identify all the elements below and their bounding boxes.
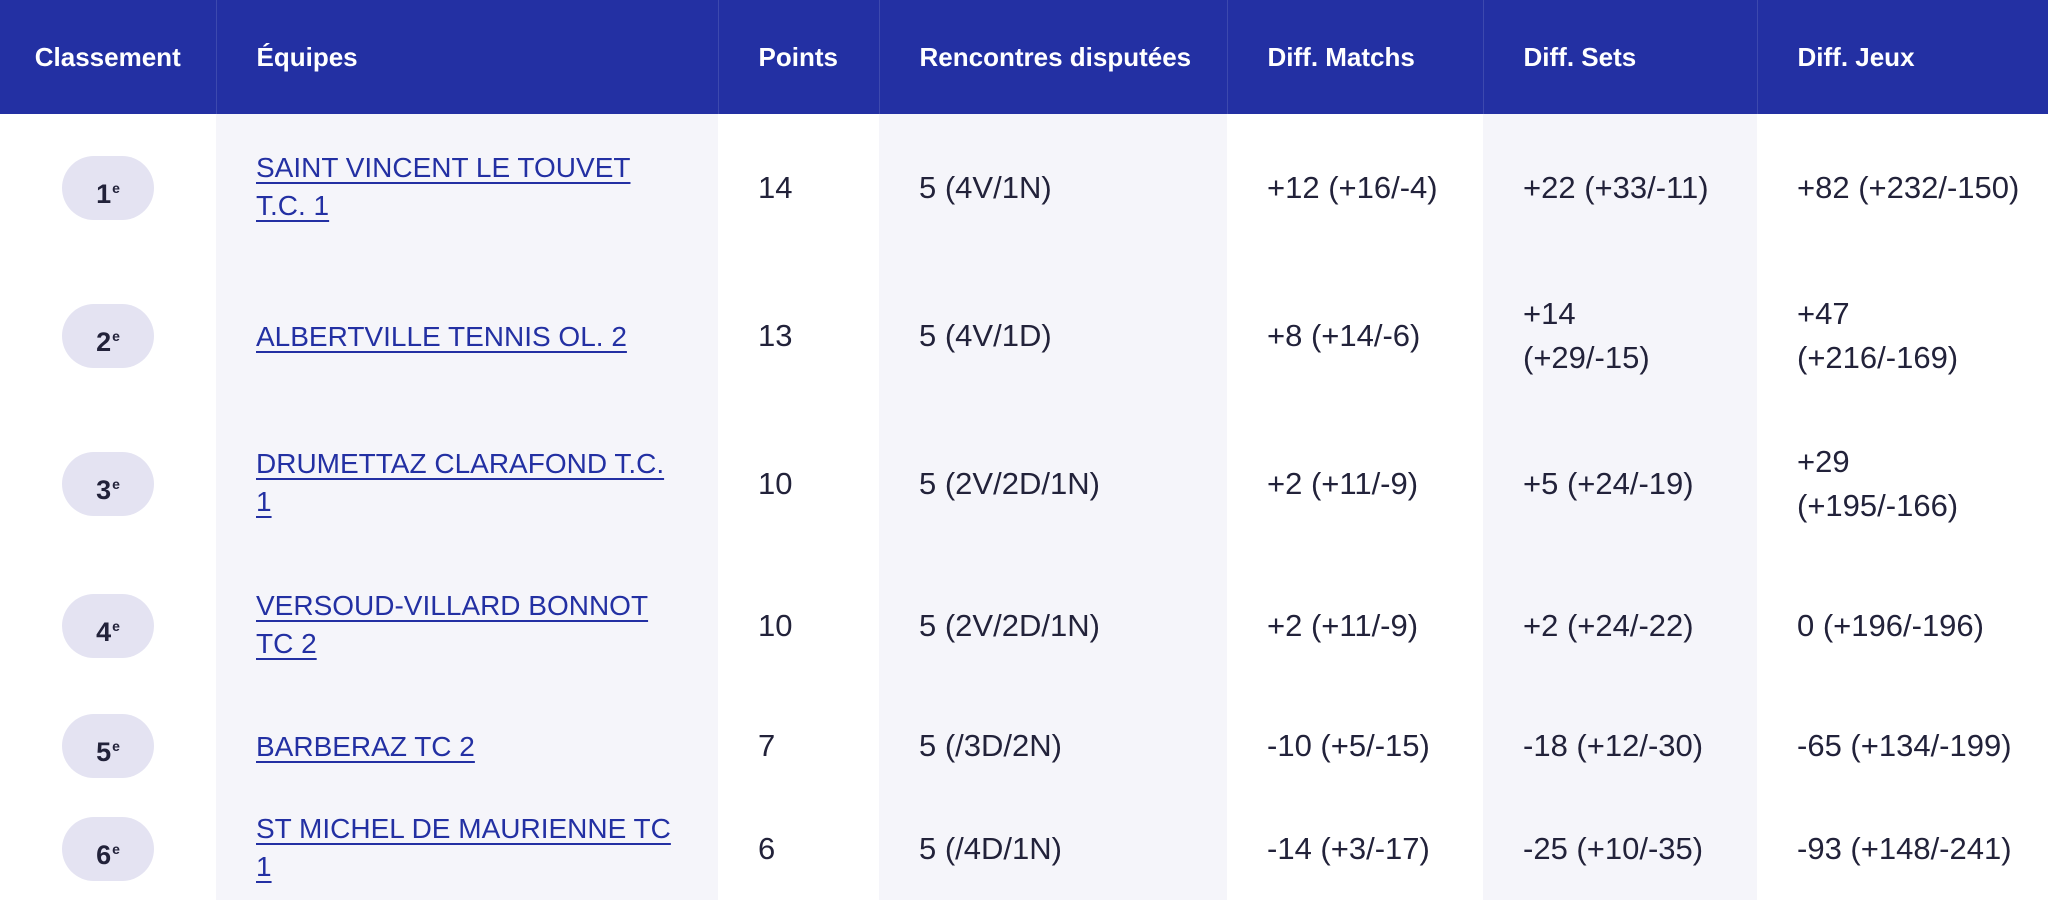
rank-cell: 3e xyxy=(0,410,216,558)
table-row: 3e DRUMETTAZ CLARAFOND T.C. 1 10 5 (2V/2… xyxy=(0,410,2048,558)
sets-diff-cell: -18 (+12/-30) xyxy=(1483,694,1757,798)
rank-cell: 2e xyxy=(0,262,216,410)
sets-diff-cell: +22 (+33/-11) xyxy=(1483,114,1757,262)
table-row: 5e BARBERAZ TC 2 7 5 (/3D/2N) -10 (+5/-1… xyxy=(0,694,2048,798)
games-diff-cell: +82 (+232/-150) xyxy=(1757,114,2048,262)
team-link[interactable]: DRUMETTAZ CLARAFOND T.C. 1 xyxy=(256,448,665,517)
table-header-row: Classement Équipes Points Rencontres dis… xyxy=(0,0,2048,114)
header-played: Rencontres disputées xyxy=(879,0,1228,114)
games-diff-cell: +47 (+216/-169) xyxy=(1757,262,2048,410)
matches-diff-cell: +2 (+11/-9) xyxy=(1227,558,1483,694)
rank-cell: 5e xyxy=(0,694,216,798)
header-sets-diff: Diff. Sets xyxy=(1483,0,1758,114)
games-diff-cell: 0 (+196/-196) xyxy=(1757,558,2048,694)
team-cell: ST MICHEL DE MAURIENNE TC 1 xyxy=(216,798,718,900)
header-rank: Classement xyxy=(0,0,217,114)
rank-badge: 3e xyxy=(62,452,154,516)
points-cell: 14 xyxy=(718,114,879,262)
table-row: 2e ALBERTVILLE TENNIS OL. 2 13 5 (4V/1D)… xyxy=(0,262,2048,410)
header-points: Points xyxy=(718,0,880,114)
team-cell: VERSOUD-VILLARD BONNOT TC 2 xyxy=(216,558,718,694)
header-team: Équipes xyxy=(216,0,719,114)
played-cell: 5 (2V/2D/1N) xyxy=(879,558,1227,694)
points-cell: 6 xyxy=(718,798,879,900)
played-cell: 5 (4V/1D) xyxy=(879,262,1227,410)
team-cell: ALBERTVILLE TENNIS OL. 2 xyxy=(216,262,718,410)
header-matches-diff: Diff. Matchs xyxy=(1227,0,1484,114)
rank-badge: 6e xyxy=(62,817,154,881)
games-diff-cell: -65 (+134/-199) xyxy=(1757,694,2048,798)
rank-badge: 5e xyxy=(62,714,154,778)
team-cell: SAINT VINCENT LE TOUVET T.C. 1 xyxy=(216,114,718,262)
team-link[interactable]: BARBERAZ TC 2 xyxy=(256,731,475,762)
team-link[interactable]: ST MICHEL DE MAURIENNE TC 1 xyxy=(256,813,671,882)
team-link[interactable]: VERSOUD-VILLARD BONNOT TC 2 xyxy=(256,590,649,659)
rank-cell: 1e xyxy=(0,114,216,262)
points-cell: 7 xyxy=(718,694,879,798)
team-cell: DRUMETTAZ CLARAFOND T.C. 1 xyxy=(216,410,718,558)
matches-diff-cell: +12 (+16/-4) xyxy=(1227,114,1483,262)
table-row: 1e SAINT VINCENT LE TOUVET T.C. 1 14 5 (… xyxy=(0,114,2048,262)
matches-diff-cell: -10 (+5/-15) xyxy=(1227,694,1483,798)
sets-diff-cell: +14 (+29/-15) xyxy=(1483,262,1757,410)
matches-diff-cell: -14 (+3/-17) xyxy=(1227,798,1483,900)
sets-diff-cell: +5 (+24/-19) xyxy=(1483,410,1757,558)
points-cell: 13 xyxy=(718,262,879,410)
team-link[interactable]: ALBERTVILLE TENNIS OL. 2 xyxy=(256,321,627,352)
rank-badge: 2e xyxy=(62,304,154,368)
rank-badge: 4e xyxy=(62,594,154,658)
rank-cell: 6e xyxy=(0,798,216,900)
played-cell: 5 (2V/2D/1N) xyxy=(879,410,1227,558)
played-cell: 5 (/4D/1N) xyxy=(879,798,1227,900)
games-diff-cell: -93 (+148/-241) xyxy=(1757,798,2048,900)
points-cell: 10 xyxy=(718,410,879,558)
header-games-diff: Diff. Jeux xyxy=(1757,0,2048,114)
played-cell: 5 (/3D/2N) xyxy=(879,694,1227,798)
team-cell: BARBERAZ TC 2 xyxy=(216,694,718,798)
matches-diff-cell: +2 (+11/-9) xyxy=(1227,410,1483,558)
points-cell: 10 xyxy=(718,558,879,694)
games-diff-cell: +29 (+195/-166) xyxy=(1757,410,2048,558)
table-row: 4e VERSOUD-VILLARD BONNOT TC 2 10 5 (2V/… xyxy=(0,558,2048,694)
rank-badge: 1e xyxy=(62,156,154,220)
matches-diff-cell: +8 (+14/-6) xyxy=(1227,262,1483,410)
sets-diff-cell: +2 (+24/-22) xyxy=(1483,558,1757,694)
team-link[interactable]: SAINT VINCENT LE TOUVET T.C. 1 xyxy=(256,152,631,221)
table-row: 6e ST MICHEL DE MAURIENNE TC 1 6 5 (/4D/… xyxy=(0,798,2048,900)
played-cell: 5 (4V/1N) xyxy=(879,114,1227,262)
rank-cell: 4e xyxy=(0,558,216,694)
sets-diff-cell: -25 (+10/-35) xyxy=(1483,798,1757,900)
